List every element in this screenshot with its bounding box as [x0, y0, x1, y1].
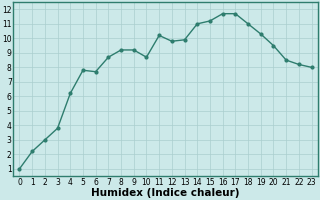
X-axis label: Humidex (Indice chaleur): Humidex (Indice chaleur) [91, 188, 240, 198]
